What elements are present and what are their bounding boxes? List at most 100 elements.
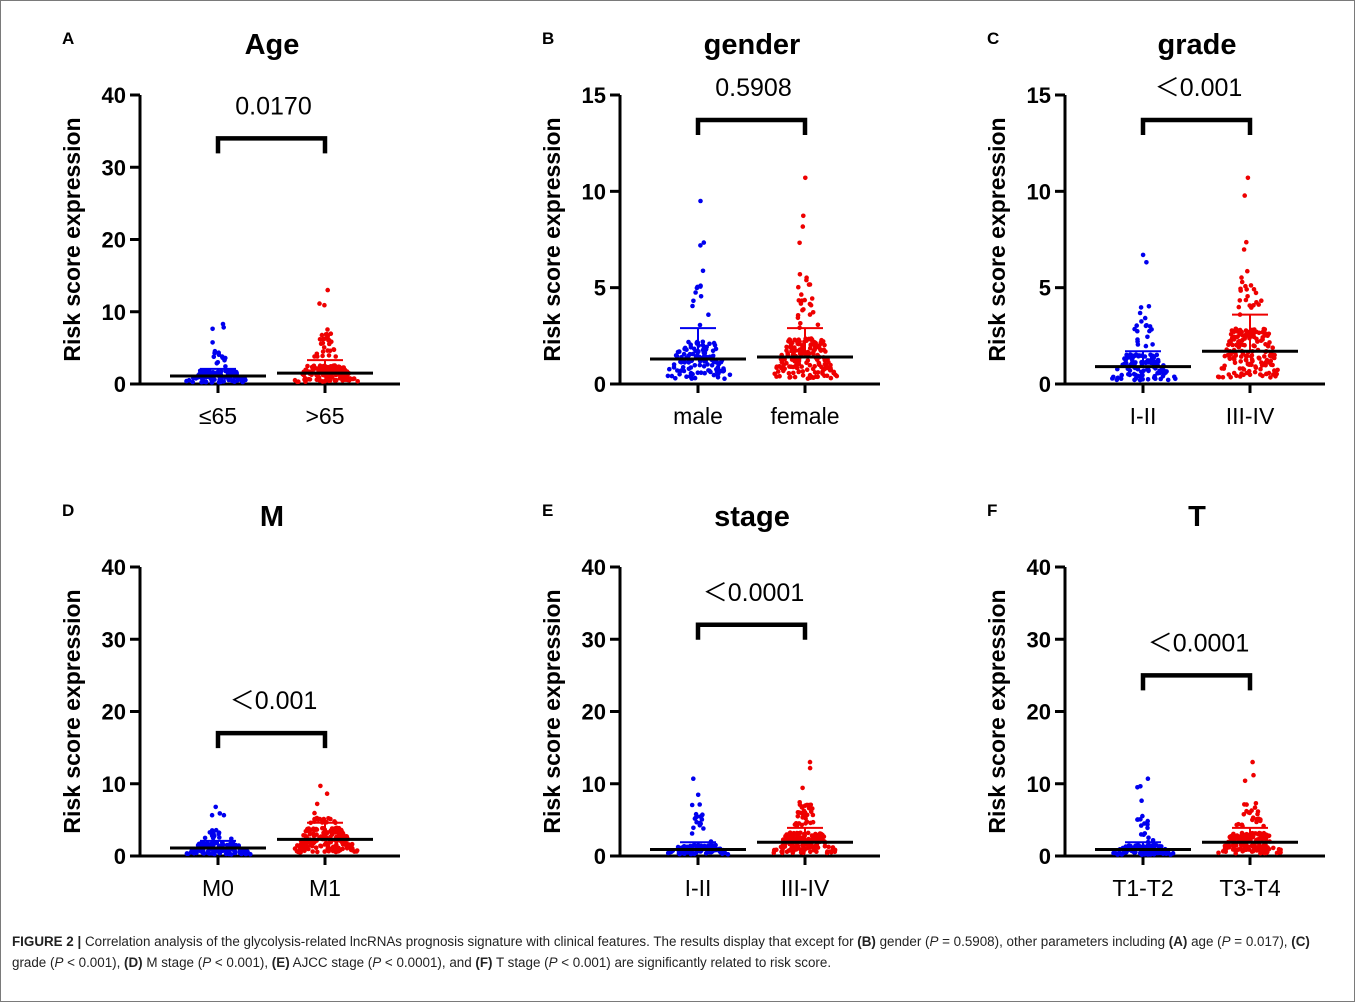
data-point bbox=[320, 353, 325, 359]
data-point bbox=[326, 353, 332, 358]
data-point bbox=[1249, 353, 1255, 358]
x-tick-label: >65 bbox=[305, 403, 344, 429]
data-point bbox=[698, 243, 703, 248]
data-point bbox=[1258, 366, 1263, 372]
data-point bbox=[340, 365, 346, 371]
data-point bbox=[319, 332, 325, 338]
data-point bbox=[1143, 323, 1149, 329]
data-point bbox=[698, 283, 703, 289]
caption-part: = 0.5908), other parameters including bbox=[938, 934, 1169, 949]
data-point bbox=[1272, 355, 1277, 361]
caption-part: P bbox=[54, 955, 64, 970]
data-point bbox=[1268, 375, 1273, 380]
data-point bbox=[326, 338, 332, 343]
data-point bbox=[796, 298, 802, 303]
data-point bbox=[697, 322, 703, 328]
data-point bbox=[804, 367, 810, 373]
data-point bbox=[1133, 352, 1139, 357]
data-point bbox=[797, 240, 802, 246]
data-point bbox=[230, 378, 235, 384]
caption-part: P bbox=[929, 934, 939, 949]
data-point bbox=[771, 850, 777, 856]
series-2 bbox=[292, 783, 360, 855]
data-point bbox=[1254, 819, 1259, 825]
panel-d: D M Risk score expression 0 10 20 30 40 M0 M1 ＜0.0… bbox=[40, 490, 480, 920]
data-point bbox=[818, 836, 824, 842]
y-tick-label: 10 bbox=[102, 772, 126, 797]
data-point bbox=[813, 835, 818, 841]
y-axis-label: Risk score expression bbox=[539, 117, 565, 361]
data-point bbox=[800, 785, 805, 791]
data-point bbox=[794, 365, 800, 371]
y-axis-label: Risk score expression bbox=[539, 589, 565, 833]
data-point bbox=[218, 368, 224, 374]
data-point bbox=[800, 849, 806, 854]
data-point bbox=[787, 375, 792, 380]
data-point bbox=[783, 834, 788, 839]
data-point bbox=[212, 348, 218, 354]
data-point bbox=[1250, 817, 1255, 823]
data-point bbox=[318, 843, 324, 849]
data-point bbox=[1145, 367, 1150, 372]
data-point bbox=[824, 373, 830, 379]
data-point bbox=[828, 375, 834, 381]
p-value-label: 0.5908 bbox=[715, 74, 791, 102]
data-point bbox=[321, 345, 327, 350]
data-point bbox=[311, 827, 317, 832]
data-point bbox=[784, 360, 789, 366]
data-point bbox=[213, 804, 218, 810]
caption-part: (C) bbox=[1291, 934, 1310, 949]
data-point bbox=[727, 372, 733, 378]
data-point bbox=[1246, 810, 1251, 815]
y-tick-label: 40 bbox=[1027, 555, 1051, 580]
panel-letter: A bbox=[62, 29, 74, 48]
caption-part: < 0.001), bbox=[211, 955, 272, 970]
data-point bbox=[335, 845, 341, 851]
data-point bbox=[1142, 831, 1148, 836]
data-point bbox=[1222, 363, 1227, 369]
data-point bbox=[317, 301, 322, 306]
data-point bbox=[822, 361, 828, 367]
data-point bbox=[320, 336, 326, 342]
data-point bbox=[1238, 286, 1243, 292]
data-point bbox=[1246, 368, 1252, 374]
data-point bbox=[305, 826, 310, 832]
data-point bbox=[789, 345, 795, 350]
data-point bbox=[1239, 279, 1245, 285]
caption-label: FIGURE 2 | bbox=[12, 934, 82, 949]
data-point bbox=[1163, 370, 1168, 375]
data-point bbox=[320, 340, 326, 346]
data-point bbox=[689, 802, 695, 808]
data-point bbox=[1132, 377, 1137, 383]
x-tick-label: T3-T4 bbox=[1219, 875, 1281, 901]
data-point bbox=[686, 359, 692, 365]
data-point bbox=[1247, 372, 1253, 378]
caption-part: (B) bbox=[857, 934, 876, 949]
data-point bbox=[1274, 371, 1279, 377]
data-point bbox=[340, 378, 345, 383]
data-point bbox=[1133, 372, 1138, 378]
caption-part: P bbox=[548, 955, 558, 970]
data-point bbox=[811, 348, 817, 353]
data-point bbox=[1247, 362, 1252, 368]
data-point bbox=[1259, 360, 1264, 365]
y-tick-label: 40 bbox=[102, 555, 126, 580]
data-point bbox=[811, 847, 817, 853]
data-point bbox=[216, 830, 222, 835]
data-point bbox=[796, 369, 802, 374]
data-point bbox=[684, 374, 689, 380]
data-point bbox=[1243, 283, 1248, 289]
data-point bbox=[295, 379, 301, 385]
data-point bbox=[1264, 371, 1269, 377]
data-point bbox=[1150, 342, 1155, 347]
data-point bbox=[1241, 812, 1247, 817]
data-point bbox=[807, 759, 813, 765]
data-point bbox=[1139, 798, 1144, 803]
data-point bbox=[314, 351, 320, 357]
data-point bbox=[1142, 315, 1148, 321]
data-point bbox=[713, 346, 719, 352]
caption-part: gender ( bbox=[875, 934, 930, 949]
